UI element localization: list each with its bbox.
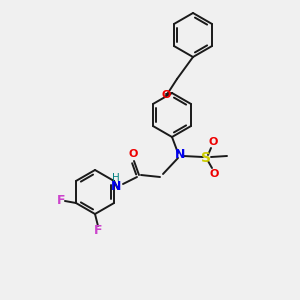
Text: O: O — [161, 90, 171, 100]
Text: F: F — [94, 224, 102, 236]
Text: N: N — [111, 179, 121, 193]
Text: O: O — [208, 137, 218, 147]
Text: N: N — [175, 148, 185, 161]
Text: H: H — [112, 173, 120, 183]
Text: O: O — [209, 169, 219, 179]
Text: S: S — [201, 151, 211, 165]
Text: O: O — [128, 149, 138, 159]
Text: F: F — [57, 194, 65, 208]
